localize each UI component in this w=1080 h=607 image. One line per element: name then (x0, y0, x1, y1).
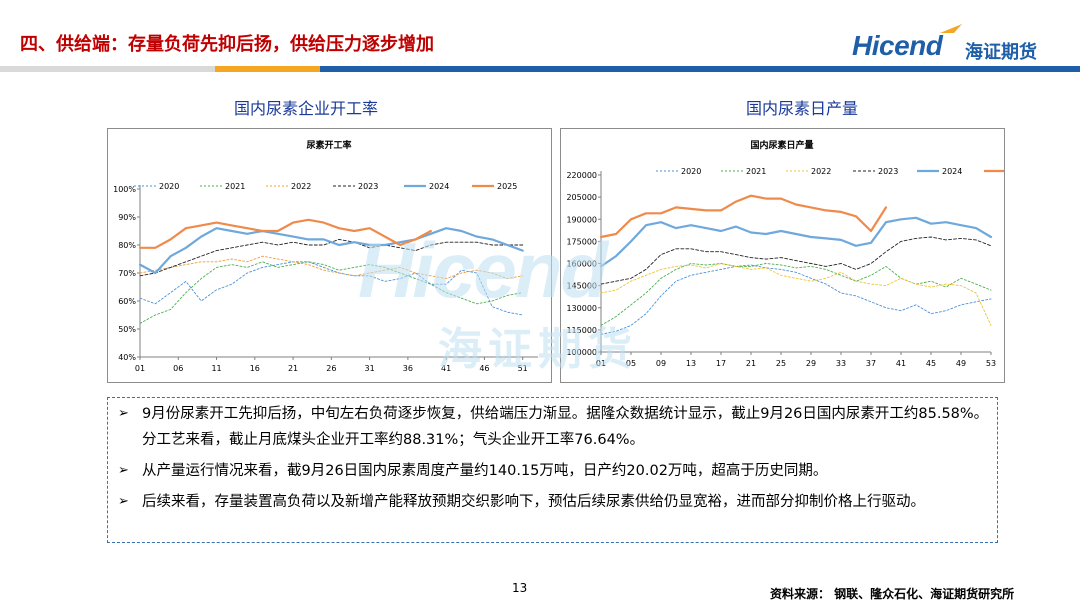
x-tick-label: 31 (365, 364, 375, 373)
series-line-2024 (599, 216, 993, 268)
y-tick-label: 70% (118, 269, 136, 278)
series-line-2020 (600, 264, 992, 335)
y-tick-label: 40% (118, 353, 136, 362)
legend-label-2021: 2021 (746, 167, 766, 176)
chart-title: 国内尿素日产量 (750, 139, 813, 151)
logo-cn-text: 海证期货 (965, 42, 1037, 63)
note-text: 9月份尿素开工先抑后扬，中旬左右负荷逐步恢复，供给端压力渐显。据隆众数据统计显示… (142, 406, 989, 448)
y-tick-label: 205000 (566, 193, 597, 202)
x-tick-label: 01 (596, 359, 606, 368)
x-tick-label: 05 (626, 359, 636, 368)
x-tick-label: 53 (986, 359, 996, 368)
x-tick-label: 25 (776, 359, 786, 368)
legend-label-2023: 2023 (358, 182, 378, 191)
x-tick-label: 36 (403, 364, 413, 373)
y-tick-label: 90% (118, 213, 136, 222)
note-text: 后续来看，存量装置高负荷以及新增产能释放预期交织影响下，预估后续尿素供给仍显宽裕… (142, 494, 925, 510)
header-band-gray (0, 66, 215, 72)
page-number: 13 (512, 581, 528, 595)
x-tick-label: 13 (686, 359, 696, 368)
legend-label-2025: 2025 (497, 182, 517, 191)
x-tick-label: 11 (211, 364, 221, 373)
legend-label-2021: 2021 (225, 182, 245, 191)
header-band-orange (215, 66, 320, 72)
x-tick-label: 21 (746, 359, 756, 368)
header-band-blue (320, 66, 1080, 72)
x-tick-label: 49 (956, 359, 966, 368)
x-tick-label: 16 (250, 364, 260, 373)
series-line-2021 (600, 263, 992, 326)
legend-label-2024: 2024 (942, 167, 962, 176)
company-logo: Hicend 海证期货 (852, 24, 1052, 66)
legend-label-2020: 2020 (681, 167, 701, 176)
y-tick-label: 100000 (566, 348, 597, 357)
y-tick-label: 115000 (566, 326, 597, 335)
legend-label-2023: 2023 (878, 167, 898, 176)
x-tick-label: 51 (518, 364, 528, 373)
series-line-2025 (599, 194, 888, 239)
x-tick-label: 33 (836, 359, 846, 368)
chart-title: 尿素开工率 (306, 139, 351, 151)
operating-rate-chart: 尿素开工率 40% 50% 60% 70% 80% 90% 100% 01 06 11 16 21 26 3… (107, 128, 552, 383)
daily-output-chart: 国内尿素日产量 100000 115000 130000 145000 160000 175… (560, 128, 1005, 383)
series-line-2020 (139, 261, 524, 316)
logo-accent-icon (940, 24, 962, 33)
y-tick-label: 60% (118, 297, 136, 306)
page-title: 四、供给端：存量负荷先抑后扬，供给压力逐步增加 (20, 34, 434, 55)
x-tick-label: 21 (288, 364, 298, 373)
legend-label-2020: 2020 (159, 182, 179, 191)
notes-box: ➢ 9月份尿素开工先抑后扬，中旬左右负荷逐步恢复，供给端压力渐显。据隆众数据统计… (107, 397, 998, 543)
y-tick-label: 175000 (566, 237, 597, 246)
x-tick-label: 46 (479, 364, 489, 373)
y-tick-label: 190000 (566, 215, 597, 224)
x-tick-label: 06 (173, 364, 183, 373)
legend-label-2022: 2022 (291, 182, 311, 191)
y-tick-label: 80% (118, 241, 136, 250)
x-tick-label: 17 (716, 359, 726, 368)
series-line-2022 (139, 255, 524, 280)
operating-rate-chart-svg: 尿素开工率 40% 50% 60% 70% 80% 90% 100% 01 06 11 16 21 26 3… (113, 139, 538, 373)
series-line-2025 (138, 218, 432, 249)
x-tick-label: 29 (806, 359, 816, 368)
daily-output-chart-svg: 国内尿素日产量100000115000130000145000160000175… (566, 139, 1004, 368)
x-tick-label: 01 (135, 364, 145, 373)
logo-text: Hicend (852, 30, 943, 61)
y-tick-label: 145000 (566, 282, 597, 291)
x-tick-label: 26 (326, 364, 336, 373)
left-panel-title: 国内尿素企业开工率 (234, 99, 379, 118)
note-text: 从产量运行情况来看，截9月26日国内尿素周度产量约140.15万吨，日产约20.… (142, 463, 828, 479)
y-tick-label: 220000 (566, 171, 597, 180)
x-tick-label: 09 (656, 359, 666, 368)
x-tick-label: 45 (926, 359, 936, 368)
x-tick-label: 37 (866, 359, 876, 368)
bullet-arrow-icon: ➢ (118, 406, 129, 421)
series-line-2022 (600, 263, 992, 326)
right-panel-title: 国内尿素日产量 (746, 99, 859, 118)
y-tick-label: 100% (113, 185, 136, 194)
series-line-2023 (600, 236, 992, 285)
bullet-arrow-icon: ➢ (118, 463, 129, 478)
x-tick-label: 41 (896, 359, 906, 368)
series-line-2024 (138, 227, 524, 275)
y-tick-label: 160000 (566, 260, 597, 269)
legend-label-2022: 2022 (811, 167, 831, 176)
legend-label-2024: 2024 (429, 182, 449, 191)
y-tick-label: 50% (118, 325, 136, 334)
series-line-2021 (139, 261, 524, 324)
x-tick-label: 41 (441, 364, 451, 373)
source-note: 资料来源： 钢联、隆众石化、海证期货研究所 (770, 587, 1015, 601)
bullet-arrow-icon: ➢ (118, 494, 129, 509)
y-tick-label: 130000 (566, 304, 597, 313)
